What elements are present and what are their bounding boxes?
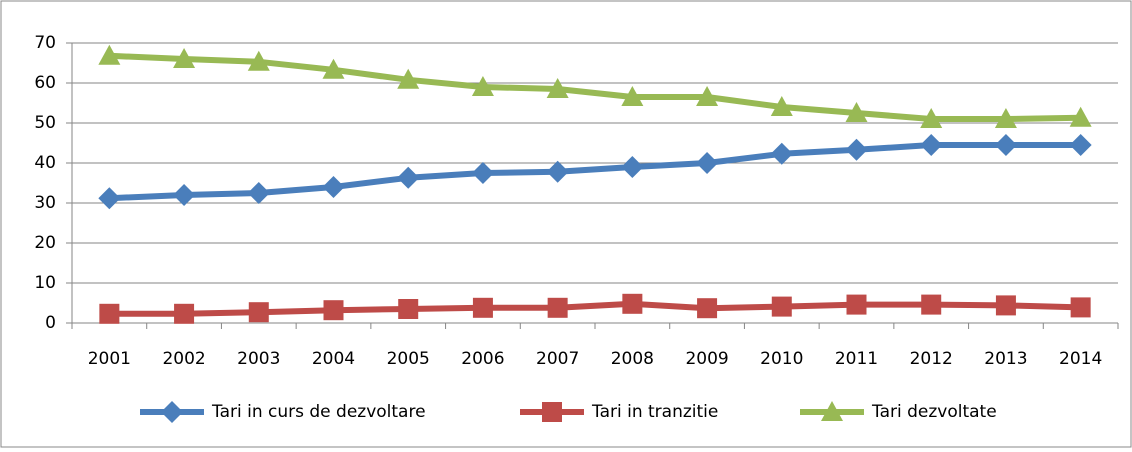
marker — [547, 297, 568, 318]
x-tick-label: 2003 — [237, 349, 280, 369]
legend-label: Tari dezvoltate — [871, 402, 997, 422]
marker — [98, 44, 121, 65]
marker — [920, 108, 943, 128]
marker — [323, 300, 344, 321]
marker — [1069, 134, 1092, 156]
legend-label: Tari in tranzitie — [591, 402, 718, 422]
marker — [994, 108, 1017, 128]
marker — [99, 303, 120, 324]
x-tick-label: 2006 — [461, 349, 504, 369]
marker — [1069, 106, 1092, 127]
marker — [322, 58, 345, 79]
marker — [696, 86, 719, 106]
marker — [770, 142, 793, 165]
marker — [845, 102, 868, 122]
series-line — [109, 52, 1081, 122]
marker — [173, 184, 196, 206]
marker — [845, 138, 868, 161]
y-tick-label: 20 — [34, 233, 56, 253]
x-tick-label: 2013 — [984, 349, 1027, 369]
marker — [398, 299, 419, 319]
marker — [821, 401, 843, 421]
legend-label: Tari in curs de dezvoltare — [211, 402, 426, 422]
marker — [322, 176, 345, 198]
marker — [994, 134, 1017, 156]
x-tick-label: 2007 — [536, 349, 579, 369]
marker — [397, 68, 420, 89]
marker — [173, 48, 196, 68]
marker — [471, 162, 494, 184]
x-tick-label: 2001 — [88, 349, 131, 369]
marker — [921, 294, 942, 315]
marker — [696, 152, 719, 174]
y-tick-label: 60 — [34, 73, 56, 93]
marker — [546, 78, 569, 98]
marker — [621, 156, 644, 178]
x-tick-label: 2014 — [1059, 349, 1102, 369]
marker — [621, 86, 644, 106]
marker — [397, 166, 420, 189]
x-tick-label: 2002 — [162, 349, 205, 369]
y-tick-label: 30 — [34, 193, 56, 213]
marker — [546, 160, 569, 183]
y-tick-label: 70 — [34, 33, 56, 53]
series-line — [109, 142, 1081, 202]
marker — [247, 50, 270, 71]
marker — [542, 402, 562, 422]
y-tick-label: 40 — [34, 153, 56, 173]
y-tick-label: 50 — [34, 113, 56, 133]
marker — [472, 297, 493, 318]
marker — [920, 134, 943, 156]
marker — [161, 401, 183, 423]
marker — [770, 96, 793, 116]
marker — [697, 298, 718, 319]
x-tick-label: 2011 — [835, 349, 878, 369]
x-tick-label: 2005 — [387, 349, 430, 369]
marker — [248, 302, 269, 323]
x-tick-label: 2012 — [910, 349, 953, 369]
marker — [98, 187, 121, 210]
marker — [771, 296, 792, 317]
x-tick-label: 2004 — [312, 349, 355, 369]
y-tick-label: 0 — [45, 313, 56, 333]
x-tick-label: 2009 — [685, 349, 728, 369]
series-line — [109, 300, 1081, 317]
marker — [846, 294, 867, 315]
marker — [995, 295, 1016, 316]
marker — [622, 293, 643, 314]
marker — [471, 76, 494, 96]
x-tick-label: 2008 — [611, 349, 654, 369]
marker — [247, 182, 270, 204]
x-tick-label: 2010 — [760, 349, 803, 369]
marker — [1070, 297, 1091, 318]
marker — [174, 303, 195, 324]
y-tick-label: 10 — [34, 273, 56, 293]
